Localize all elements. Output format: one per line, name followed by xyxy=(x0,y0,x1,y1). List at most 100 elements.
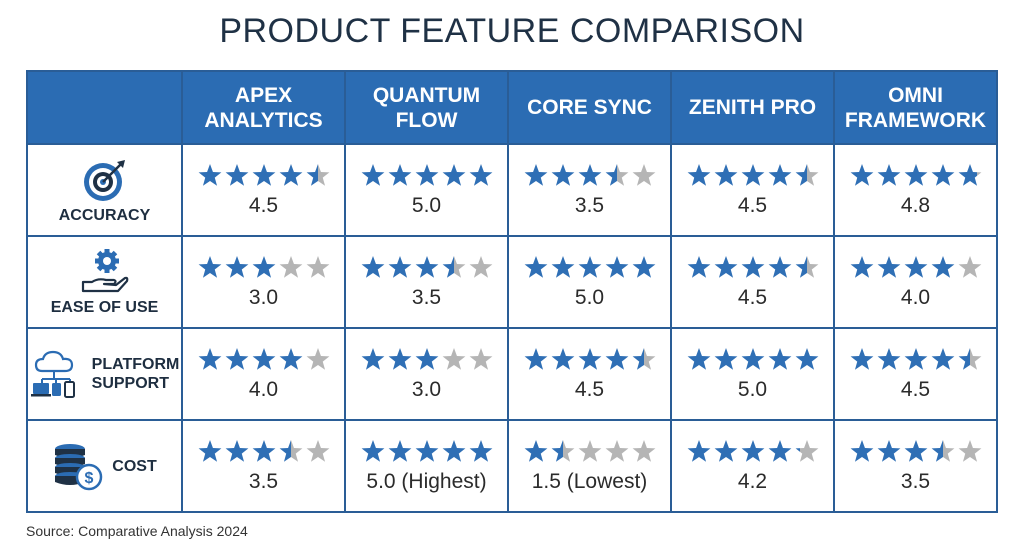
star-icon xyxy=(279,255,302,278)
star-icon xyxy=(388,255,411,278)
star-rating xyxy=(672,347,833,372)
star-icon xyxy=(795,255,818,278)
star-icon xyxy=(768,347,791,370)
rating-cell: 4.5 xyxy=(507,327,672,421)
star-icon xyxy=(198,163,221,186)
star-icon xyxy=(198,255,221,278)
rating-cell: 3.5 xyxy=(181,419,346,513)
star-icon xyxy=(768,163,791,186)
star-icon xyxy=(931,347,954,370)
feature-label: EASE OF USE xyxy=(50,298,159,316)
star-rating xyxy=(346,439,507,464)
star-rating xyxy=(183,255,344,280)
feature-cell-ease-of-use: EASE OF USE xyxy=(26,235,183,329)
star-icon xyxy=(388,163,411,186)
target-icon xyxy=(83,159,125,201)
feature-cell-accuracy: ACCURACY xyxy=(26,143,183,237)
rating-cell: 1.5 (Lowest) xyxy=(507,419,672,513)
cloud-devices-icon xyxy=(30,350,75,398)
star-icon xyxy=(632,439,655,462)
star-icon xyxy=(198,439,221,462)
header-row: APEX ANALYTICS QUANTUM FLOW CORE SYNC ZE… xyxy=(26,70,998,145)
column-header-apex-analytics: APEX ANALYTICS xyxy=(181,70,346,145)
star-icon xyxy=(714,439,737,462)
star-rating xyxy=(183,347,344,372)
star-icon xyxy=(958,347,981,370)
star-rating xyxy=(346,163,507,188)
star-rating xyxy=(835,439,996,464)
star-icon xyxy=(632,347,655,370)
star-icon xyxy=(931,163,954,186)
rating-cell: 5.0 (Highest) xyxy=(344,419,509,513)
star-rating xyxy=(183,163,344,188)
star-icon xyxy=(741,255,764,278)
star-icon xyxy=(904,163,927,186)
star-icon xyxy=(687,439,710,462)
feature-label-line: PLATFORM xyxy=(91,356,180,373)
star-icon xyxy=(904,347,927,370)
star-icon xyxy=(415,255,438,278)
feature-cell-cost: $ COST xyxy=(26,419,183,513)
star-icon xyxy=(877,163,900,186)
star-icon xyxy=(442,439,465,462)
star-rating xyxy=(835,347,996,372)
star-icon xyxy=(361,255,384,278)
rating-value: 3.0 xyxy=(411,377,442,401)
rating-value: 4.0 xyxy=(248,377,279,401)
star-icon xyxy=(306,163,329,186)
star-icon xyxy=(524,255,547,278)
rating-value: 5.0 xyxy=(411,193,442,217)
rating-cell: 5.0 xyxy=(670,327,835,421)
column-header-line: ZENITH PRO xyxy=(688,96,817,119)
star-icon xyxy=(524,163,547,186)
rating-value: 4.5 xyxy=(900,377,931,401)
star-rating xyxy=(672,255,833,280)
star-icon xyxy=(388,439,411,462)
feature-cell-platform-support: PLATFORM SUPPORT xyxy=(26,327,183,421)
rating-value: 5.0 xyxy=(574,285,605,309)
rating-cell: 4.8 xyxy=(833,143,998,237)
star-icon xyxy=(442,347,465,370)
star-icon xyxy=(931,439,954,462)
star-icon xyxy=(795,163,818,186)
star-icon xyxy=(306,255,329,278)
rating-value: 4.5 xyxy=(737,193,768,217)
star-icon xyxy=(632,255,655,278)
star-icon xyxy=(225,439,248,462)
page-title: PRODUCT FEATURE COMPARISON xyxy=(219,12,805,50)
column-header-line: ANALYTICS xyxy=(204,108,323,132)
star-icon xyxy=(578,347,601,370)
star-icon xyxy=(741,163,764,186)
star-icon xyxy=(279,439,302,462)
star-icon xyxy=(225,255,248,278)
star-icon xyxy=(388,347,411,370)
star-icon xyxy=(198,347,221,370)
rating-value: 3.0 xyxy=(248,285,279,309)
rating-value: 5.0 (Highest) xyxy=(366,469,487,493)
star-icon xyxy=(877,255,900,278)
table-row-cost: $ COST 3.5 5.0 (Highest) 1.5 (Lowest) 4.… xyxy=(26,419,998,513)
star-icon xyxy=(850,347,873,370)
rating-cell: 3.0 xyxy=(344,327,509,421)
star-icon xyxy=(252,347,275,370)
star-icon xyxy=(469,163,492,186)
column-header-line: FRAMEWORK xyxy=(844,108,987,132)
svg-text:$: $ xyxy=(85,470,94,487)
star-rating xyxy=(672,163,833,188)
rating-value: 3.5 xyxy=(574,193,605,217)
star-rating xyxy=(509,255,670,280)
star-icon xyxy=(605,439,628,462)
coins-dollar-icon: $ xyxy=(55,444,103,491)
column-header-core-sync: CORE SYNC xyxy=(507,70,672,145)
star-rating xyxy=(509,439,670,464)
column-header-line: FLOW xyxy=(395,108,458,132)
star-icon xyxy=(306,439,329,462)
table-row-ease-of-use: EASE OF USE 3.0 3.5 5.0 4.5 4.0 xyxy=(26,235,998,329)
feature-label: ACCURACY xyxy=(58,206,151,224)
star-icon xyxy=(958,255,981,278)
column-header-line: CORE SYNC xyxy=(527,96,652,119)
star-icon xyxy=(524,439,547,462)
star-icon xyxy=(605,163,628,186)
star-icon xyxy=(795,439,818,462)
star-icon xyxy=(225,163,248,186)
